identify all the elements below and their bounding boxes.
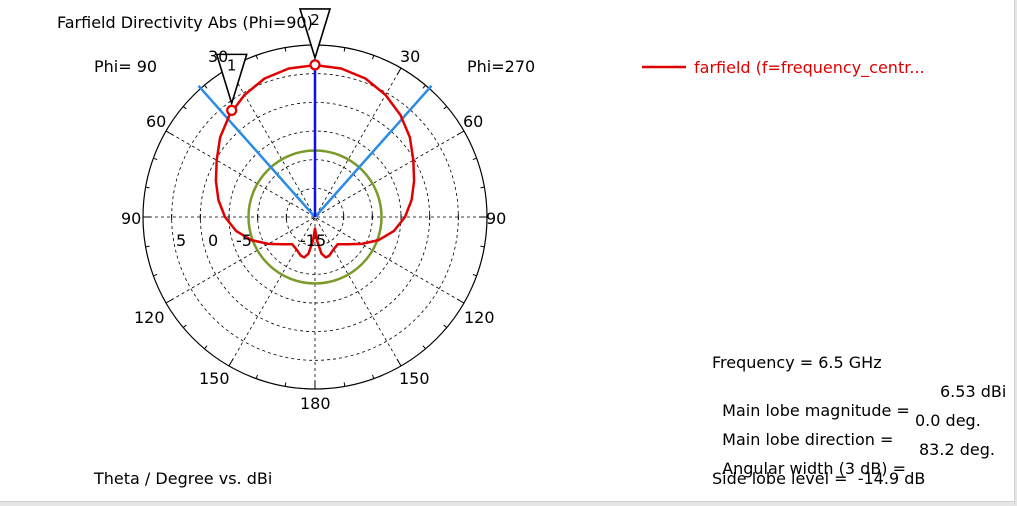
angle-tick [255, 55, 259, 60]
angle-tick [472, 157, 477, 161]
phi-right-label: Phi=270 [467, 57, 535, 76]
result-angular-width: Angular width (3 dB) = 83.2 deg. [712, 440, 995, 497]
radial-label-5: 5 [176, 231, 186, 250]
series-layer [197, 63, 433, 285]
angle-tick [182, 106, 187, 110]
x-axis-label: Theta / Degree vs. dBi [93, 469, 272, 488]
farfield-curve [214, 63, 416, 259]
radial-label-minus-15: -15 [300, 231, 326, 250]
angle-label-left-30: 30 [208, 47, 228, 66]
angle-tick [396, 358, 402, 367]
angle-tick [371, 374, 375, 379]
angle-tick [343, 47, 346, 52]
marker-2-point [309, 59, 321, 71]
angle-label-right-60: 60 [463, 112, 483, 131]
window-bottom-edge [0, 501, 1017, 506]
angle-tick [145, 186, 150, 189]
angle-label-left-60: 60 [146, 112, 166, 131]
angle-label-180: 180 [300, 394, 331, 413]
marker-2-triangle [298, 8, 332, 61]
angle-label-right-150: 150 [399, 369, 430, 388]
angle-tick [204, 345, 208, 350]
angle-label-left-150: 150 [199, 369, 230, 388]
angle-tick [165, 130, 174, 136]
angle-tick [422, 345, 426, 350]
angle-tick [343, 382, 346, 387]
angle-tick [371, 55, 375, 60]
angle-tick [443, 106, 448, 110]
marker-layer: 12 [215, 8, 332, 116]
angle-tick [284, 47, 287, 52]
main-lobe-magnitude-value: 6.53 dBi [940, 382, 1007, 401]
marker-1-label: 1 [227, 56, 237, 74]
main-lobe-direction-label: Main lobe direction = [722, 430, 894, 449]
angle-label-right-90: 90 [486, 209, 506, 228]
angle-tick [480, 186, 485, 189]
marker-2-label: 2 [310, 11, 320, 29]
angle-label-left-120: 120 [134, 308, 165, 327]
angle-tick [145, 245, 150, 248]
angular-width-label: Angular width (3 dB) = [722, 459, 907, 478]
phi-left-label: Phi= 90 [94, 57, 157, 76]
legend-series-name: farfield (f=frequency_centr... [694, 58, 925, 78]
main-lobe-magnitude-label: Main lobe magnitude = [722, 401, 910, 420]
result-main-lobe-magnitude: Main lobe magnitude = 6.53 dBi [712, 382, 1006, 439]
angle-tick [284, 382, 287, 387]
angle-tick [456, 298, 465, 304]
main-lobe-direction-value: 0.0 deg. [915, 411, 981, 430]
angle-tick [182, 324, 187, 328]
angle-label-right-120: 120 [464, 308, 495, 327]
angle-tick [153, 273, 158, 277]
chart-title: Farfield Directivity Abs (Phi=90) [57, 13, 313, 32]
radial-label-0: 0 [208, 231, 218, 250]
window-right-edge [1014, 0, 1017, 505]
angle-tick [228, 358, 234, 367]
angle-tick [443, 324, 448, 328]
angle-tick [204, 84, 208, 89]
angle-label-right-30: 30 [400, 47, 420, 66]
result-frequency: Frequency = 6.5 GHz [712, 353, 882, 372]
angle-tick [456, 130, 465, 136]
angle-tick [472, 273, 477, 277]
angle-tick [153, 157, 158, 161]
angular-width-value: 83.2 deg. [919, 440, 995, 459]
angle-tick [165, 298, 174, 304]
result-main-lobe-direction: Main lobe direction = 0.0 deg. [712, 411, 981, 468]
angle-tick [422, 84, 426, 89]
beamwidth-line [197, 84, 316, 218]
marker-1-triangle [215, 53, 248, 107]
result-side-lobe-level: Side lobe level = -14.9 dB [712, 469, 926, 488]
angle-tick [480, 245, 485, 248]
angle-tick [396, 67, 402, 76]
angle-tick [255, 374, 259, 379]
angle-label-left-90: 90 [121, 209, 141, 228]
radial-label-minus-5: -5 [236, 231, 252, 250]
marker-1-point [226, 104, 238, 116]
beamwidth-line [314, 84, 433, 218]
